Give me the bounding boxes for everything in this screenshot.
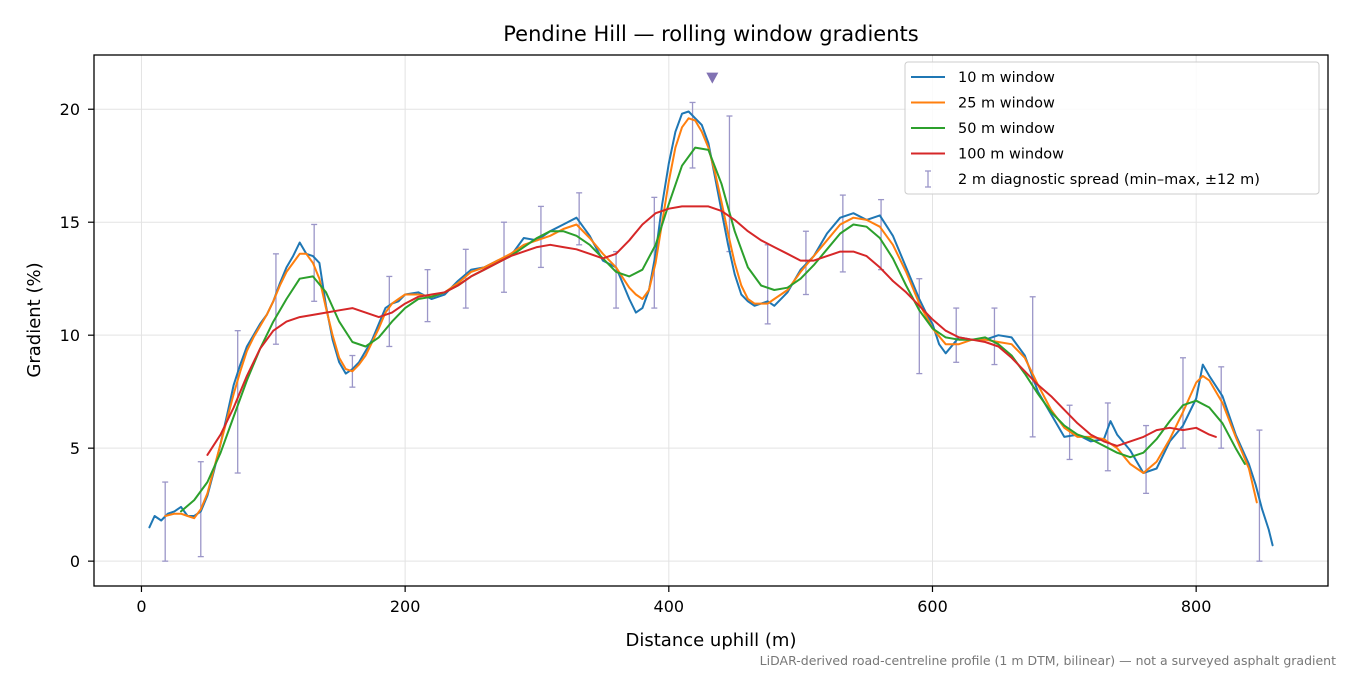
legend-label: 10 m window xyxy=(958,70,1055,86)
x-tick-label: 600 xyxy=(917,597,948,616)
errorbar xyxy=(462,248,469,309)
series-line-4 xyxy=(206,205,1217,456)
legend-box xyxy=(904,61,1320,195)
legend: 10 m window 25 m window 50 m window 100 m w… xyxy=(904,61,1320,195)
plot-frame xyxy=(93,54,1329,587)
footnote: LiDAR-derived road-centreline profile (1… xyxy=(760,653,1336,668)
errorbar xyxy=(1029,296,1036,438)
errorbar xyxy=(162,481,169,562)
legend-label: 100 m window xyxy=(958,147,1064,163)
x-axis-label: Distance uphill (m) xyxy=(626,630,797,651)
legend-label: 50 m window xyxy=(958,121,1055,137)
errorbar xyxy=(1179,357,1186,449)
x-tick-label: 400 xyxy=(654,597,685,616)
y-tick-label: 20 xyxy=(60,100,80,119)
y-tick-label: 10 xyxy=(60,326,80,345)
errorbar xyxy=(916,278,923,375)
series-line-2 xyxy=(164,117,1258,520)
errorbar xyxy=(1218,366,1225,449)
series-lines xyxy=(148,110,1274,547)
errorbar xyxy=(311,223,318,302)
errorbar xyxy=(234,330,241,474)
y-tick-label: 0 xyxy=(70,552,80,571)
series-line-1 xyxy=(148,110,1274,547)
legend-item: 25 m window xyxy=(911,96,1055,112)
errorbar xyxy=(1143,424,1150,495)
errorbar xyxy=(576,192,583,246)
y-tick-label: 15 xyxy=(60,213,80,232)
errorbar xyxy=(689,101,696,169)
legend-label: 2 m diagnostic spread (min–max, ±12 m) xyxy=(958,172,1260,188)
legend-item: 10 m window xyxy=(911,70,1055,86)
legend-item: 2 m diagnostic spread (min–max, ±12 m) xyxy=(925,170,1260,188)
x-tick-label: 800 xyxy=(1181,597,1212,616)
series-line-3 xyxy=(180,146,1246,513)
legend-label: 25 m window xyxy=(958,96,1055,112)
legend-item: 100 m window xyxy=(911,147,1064,163)
y-axis-label: Gradient (%) xyxy=(24,262,45,377)
peak-marker-layer xyxy=(706,72,719,84)
errorbar xyxy=(386,275,393,348)
errorbar xyxy=(1104,402,1111,472)
x-tick-label: 0 xyxy=(136,597,146,616)
peak-marker xyxy=(706,72,719,84)
errorbar xyxy=(651,196,658,309)
x-tick-label: 200 xyxy=(390,597,421,616)
y-tick-label: 5 xyxy=(70,439,80,458)
legend-item: 50 m window xyxy=(911,121,1055,137)
axis-ticks: 0 200 400 600 800 0 5 10 15 20 xyxy=(60,100,1212,616)
errorbar xyxy=(839,194,846,273)
chart-title: Pendine Hill — rolling window gradients xyxy=(503,22,918,46)
